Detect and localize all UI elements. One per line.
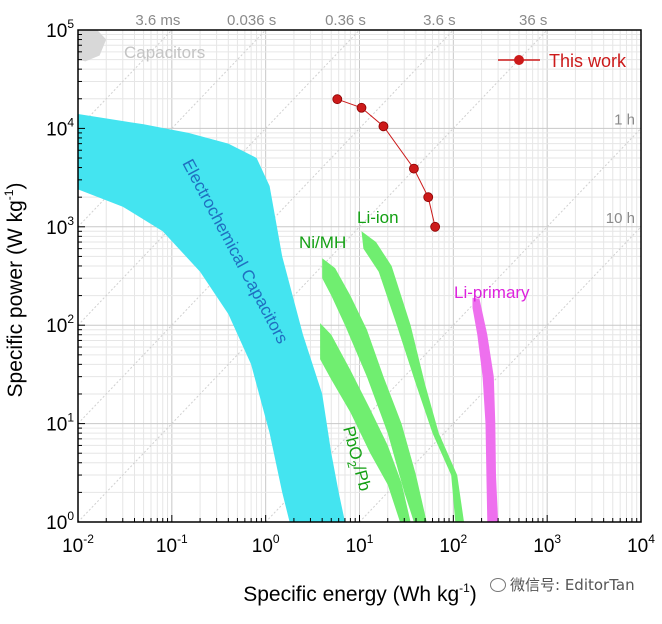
time-lines: 3.6 ms 0.036 s 0.36 s 3.6 s 36 s 1 h 10 h [77, 12, 642, 523]
region-capacitors [78, 30, 107, 62]
plot-frame [77, 29, 642, 523]
wechat-icon [490, 577, 506, 592]
watermark: 微信号: EditorTan [490, 574, 635, 595]
y-tick-label: 102 [46, 312, 74, 337]
region-pbo2-pb [320, 323, 411, 522]
x-tick-label: 104 [627, 532, 655, 557]
pbo2-subscript: 2 [344, 459, 359, 469]
time-line-label: 36 s [519, 12, 547, 29]
region-li-ion [361, 231, 464, 523]
x-tick-label: 103 [533, 532, 561, 557]
legend-label: This work [549, 51, 627, 71]
x-tick-label: 100 [252, 532, 280, 557]
x-tick-label: 101 [346, 532, 374, 557]
li-primary-label: Li-primary [454, 283, 530, 302]
x-axis-title: Specific energy (Wh kg-1) [243, 581, 477, 606]
time-line-label: 0.036 s [227, 12, 276, 29]
time-line [265, 128, 642, 523]
y-tick-label: 101 [46, 411, 74, 436]
li-ion-label: Li-ion [357, 208, 399, 227]
series-point [409, 163, 419, 174]
y-tick-label: 100 [46, 509, 74, 534]
time-line-label: 1 h [614, 111, 635, 128]
region-ni-mh [322, 258, 427, 522]
time-line [77, 29, 548, 523]
region-li-primary [472, 297, 499, 522]
legend-marker [514, 55, 524, 65]
y-tick-label: 103 [46, 214, 74, 239]
capacitors-label: Capacitors [124, 43, 205, 62]
time-line [77, 29, 173, 129]
time-line-label: 3.6 s [423, 12, 456, 29]
time-line-label: 0.36 s [325, 12, 366, 29]
time-line [77, 29, 454, 424]
legend: This work [498, 51, 627, 71]
series-point [332, 94, 343, 105]
x-tick-label: 10-1 [156, 532, 188, 557]
region-electrochemical-capacitors [78, 114, 345, 522]
x-tick-label: 10-2 [62, 532, 94, 557]
series [332, 94, 441, 232]
y-axis-title: Specific power (W kg-1) [2, 183, 27, 398]
tick-labels: 10-2 10-1 100 101 102 103 104 100 101 102 103 104 10… [46, 17, 655, 557]
time-line-label: 10 h [606, 210, 635, 227]
series-point [356, 102, 367, 113]
series-point [423, 192, 434, 203]
ni-mh-label: Ni/MH [299, 233, 346, 252]
series-point [378, 121, 389, 132]
y-tick-label: 105 [46, 17, 74, 42]
y-tick-label: 104 [46, 115, 74, 140]
series-point [430, 221, 441, 232]
x-tick-label: 102 [439, 532, 467, 557]
regions [78, 30, 499, 523]
watermark-text: 微信号: EditorTan [510, 576, 635, 594]
pbo2-suffix: /Pb [350, 463, 375, 493]
time-line-label: 3.6 ms [135, 12, 180, 29]
